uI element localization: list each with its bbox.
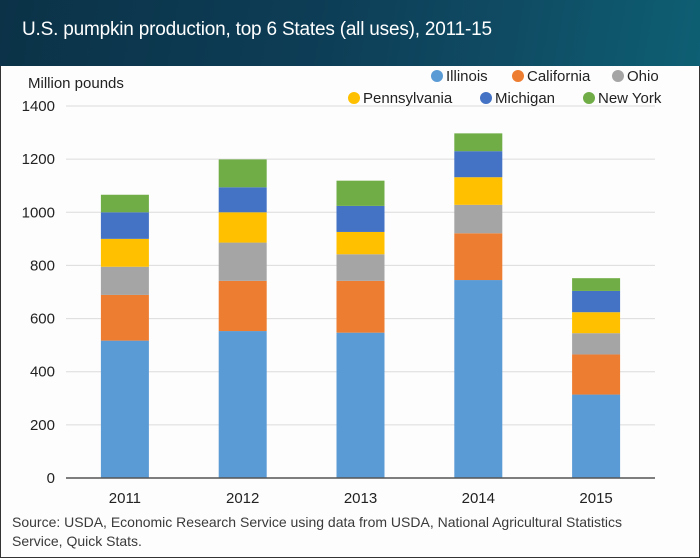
x-tick-label: 2014 bbox=[462, 490, 495, 507]
bar-segment-ohio-2014 bbox=[454, 204, 503, 234]
bar-segment-california-2012 bbox=[218, 280, 267, 332]
legend-item-ohio: Ohio bbox=[612, 68, 659, 85]
bar-segment-pennsylvania-2011 bbox=[100, 238, 149, 267]
legend-label: Michigan bbox=[495, 90, 555, 107]
source-note: Source: USDA, Economic Research Service … bbox=[12, 514, 623, 549]
x-tick-label: 2013 bbox=[344, 490, 377, 507]
bar-segment-illinois-2015 bbox=[572, 394, 621, 478]
bar-segment-illinois-2012 bbox=[218, 331, 267, 478]
bar-segment-california-2015 bbox=[572, 354, 621, 395]
legend-item-california: California bbox=[512, 68, 591, 85]
legend-item-new-york: New York bbox=[583, 90, 662, 107]
legend-label: Pennsylvania bbox=[363, 90, 453, 107]
legend-label: California bbox=[527, 68, 591, 85]
legend-swatch bbox=[431, 70, 443, 82]
bar-segment-pennsylvania-2013 bbox=[336, 231, 385, 255]
bar-segment-michigan-2015 bbox=[572, 290, 621, 313]
x-axis-ticks: 2011 2012 2013 2014 2015 bbox=[109, 490, 613, 507]
bar-segment-ohio-2011 bbox=[100, 266, 149, 295]
legend-swatch bbox=[512, 70, 524, 82]
bar-segment-new-york-2011 bbox=[100, 194, 149, 213]
bar-segment-michigan-2012 bbox=[218, 187, 267, 213]
legend: Illinois California Ohio Pennsylvania Michig… bbox=[348, 68, 662, 107]
bar-segment-michigan-2013 bbox=[336, 205, 385, 232]
bar-stack-2011 bbox=[100, 194, 149, 478]
y-tick-label: 1200 bbox=[22, 151, 55, 168]
chart-title: U.S. pumpkin production, top 6 States (a… bbox=[22, 19, 492, 40]
bar-segment-michigan-2014 bbox=[454, 151, 503, 178]
bar-segment-ohio-2012 bbox=[218, 242, 267, 281]
y-tick-label: 600 bbox=[30, 311, 55, 328]
legend-swatch bbox=[348, 92, 360, 104]
bar-stack-2012 bbox=[218, 159, 267, 478]
bar-segment-illinois-2014 bbox=[454, 280, 503, 478]
legend-item-pennsylvania: Pennsylvania bbox=[348, 90, 453, 107]
bar-segment-pennsylvania-2014 bbox=[454, 177, 503, 205]
y-axis-ticks: 0 200 400 600 800 1000 1200 1400 bbox=[22, 98, 55, 487]
bar-segment-illinois-2011 bbox=[100, 340, 149, 478]
x-tick-label: 2012 bbox=[226, 490, 259, 507]
bar-segment-ohio-2013 bbox=[336, 254, 385, 281]
bar-segment-illinois-2013 bbox=[336, 332, 385, 478]
bar-segment-new-york-2014 bbox=[454, 133, 503, 152]
bar-stack-2015 bbox=[572, 278, 621, 478]
y-tick-label: 200 bbox=[30, 417, 55, 434]
y-tick-label: 1400 bbox=[22, 98, 55, 115]
chart-header: U.S. pumpkin production, top 6 States (a… bbox=[0, 0, 700, 66]
y-tick-label: 1000 bbox=[22, 204, 55, 221]
legend-swatch bbox=[480, 92, 492, 104]
bar-stack-2013 bbox=[336, 180, 385, 478]
y-tick-label: 800 bbox=[30, 257, 55, 274]
bar-segment-ohio-2015 bbox=[572, 333, 621, 355]
bar-stack-2014 bbox=[454, 133, 503, 478]
bar-segment-pennsylvania-2012 bbox=[218, 212, 267, 243]
bar-segment-new-york-2012 bbox=[218, 159, 267, 188]
bar-segment-new-york-2015 bbox=[572, 278, 621, 291]
y-tick-label: 0 bbox=[47, 470, 55, 487]
bar-segment-pennsylvania-2015 bbox=[572, 312, 621, 334]
x-tick-label: 2015 bbox=[579, 490, 612, 507]
y-axis-label: Million pounds bbox=[28, 75, 124, 92]
bar-segment-new-york-2013 bbox=[336, 180, 385, 206]
y-tick-label: 400 bbox=[30, 364, 55, 381]
legend-label: Illinois bbox=[446, 68, 488, 85]
bar-segment-california-2013 bbox=[336, 280, 385, 333]
x-tick-label: 2011 bbox=[109, 490, 141, 507]
legend-item-illinois: Illinois bbox=[431, 68, 488, 85]
bar-segment-michigan-2011 bbox=[100, 212, 149, 239]
legend-swatch bbox=[583, 92, 595, 104]
legend-label: Ohio bbox=[627, 68, 659, 85]
bar-segment-california-2014 bbox=[454, 233, 503, 281]
bar-segment-california-2011 bbox=[100, 294, 149, 341]
legend-item-michigan: Michigan bbox=[480, 90, 555, 107]
bars bbox=[100, 133, 621, 478]
legend-label: New York bbox=[598, 90, 662, 107]
legend-swatch bbox=[612, 70, 624, 82]
